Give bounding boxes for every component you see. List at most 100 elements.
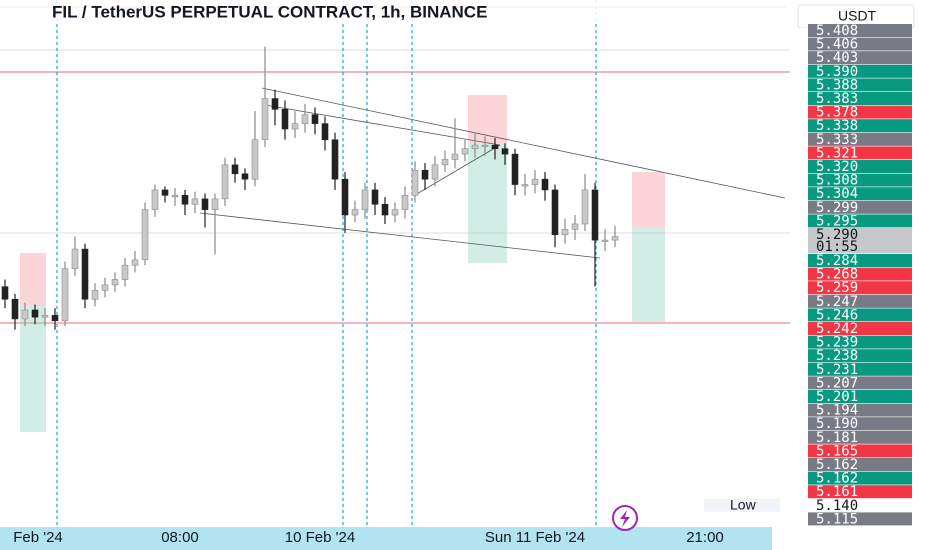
price-label: 5.162 — [816, 457, 858, 473]
candle-body — [501, 148, 509, 155]
candle-body — [361, 189, 369, 210]
price-label-bg — [808, 200, 912, 214]
price-label: 5.284 — [816, 253, 858, 269]
time-axis — [0, 527, 772, 550]
price-label-bg — [808, 430, 912, 444]
time-labels: Feb '24 08:00 10 Feb '24 Sun 11 Feb '24 21:0… — [13, 529, 724, 546]
candle-body — [481, 144, 489, 147]
candle-body — [491, 144, 499, 150]
price-label-bg — [808, 228, 912, 254]
price-label: 5.308 — [816, 173, 858, 189]
x-tick-label: 08:00 — [161, 529, 199, 546]
candle-body — [81, 248, 89, 300]
price-label-bg — [808, 24, 912, 37]
candle-body — [61, 268, 69, 322]
price-label-bg — [808, 362, 912, 376]
candle-body — [291, 123, 299, 130]
candle-body — [461, 148, 469, 155]
price-label: 5.408 — [816, 23, 858, 39]
price-label: 5.406 — [816, 37, 858, 53]
candle-body — [161, 189, 169, 196]
candle-body — [301, 114, 309, 124]
candle-body — [221, 164, 229, 200]
price-label: 5.290 — [816, 227, 858, 243]
candle-body — [41, 315, 49, 318]
candle-body — [251, 139, 259, 180]
candle-body — [541, 178, 549, 191]
candle-body — [231, 164, 239, 175]
price-label-bg — [808, 173, 912, 187]
price-label-bg — [808, 119, 912, 133]
price-label: 5.390 — [816, 64, 858, 80]
candle-body — [591, 189, 599, 241]
candle-body — [241, 173, 249, 180]
price-label-bg — [808, 335, 912, 349]
price-label: 5.378 — [816, 105, 858, 121]
price-label: 5.242 — [816, 321, 858, 337]
candle-body — [201, 198, 209, 210]
price-label: 5.140 — [816, 498, 858, 514]
candle-body — [91, 289, 99, 300]
price-label-bg — [808, 187, 912, 201]
price-label: 5.403 — [816, 50, 858, 66]
price-label-bg — [808, 267, 912, 281]
price-label: 5.190 — [816, 416, 858, 432]
candle-body — [421, 169, 429, 180]
low-tag-bg — [704, 498, 780, 512]
price-label-bg — [808, 485, 912, 499]
candle-body — [71, 248, 79, 270]
candle-body — [341, 178, 349, 216]
price-label-bg — [808, 444, 912, 458]
price-label: 5.181 — [816, 430, 858, 446]
price-label: 5.194 — [816, 403, 858, 419]
candle-body — [521, 184, 529, 187]
price-label-bg — [808, 403, 912, 417]
candle-body — [281, 109, 289, 130]
price-label-bg — [808, 254, 912, 267]
candle-body — [171, 195, 179, 198]
candle-body — [511, 153, 519, 185]
candle-body — [581, 189, 589, 225]
price-label: 5.246 — [816, 307, 858, 323]
x-tick-label: 10 Feb '24 — [285, 529, 355, 546]
price-scale: 5.4085.4065.4035.3905.3885.3835.3785.338… — [704, 23, 932, 527]
price-label-bg — [808, 498, 912, 512]
chart-title: FIL / TetherUS PERPETUAL CONTRACT, 1h, B… — [52, 2, 487, 21]
price-label: 5.295 — [816, 213, 858, 229]
candle-body — [31, 309, 39, 318]
price-label-bg — [808, 160, 912, 173]
candle-body — [381, 203, 389, 216]
price-label-bg — [808, 92, 912, 105]
candle-body — [261, 98, 269, 141]
price-label-bg — [808, 308, 912, 322]
price-label: 5.299 — [816, 200, 858, 216]
candle-body — [21, 309, 29, 320]
candle-body — [131, 259, 139, 266]
price-label: 5.304 — [816, 186, 858, 202]
candle-body — [51, 315, 59, 322]
currency[interactable]: USDT — [838, 8, 877, 24]
candle-body — [191, 198, 199, 205]
price-label-bg — [808, 376, 912, 390]
price-label-bg — [808, 322, 912, 335]
candle-body — [601, 239, 609, 242]
candle-body — [571, 223, 579, 230]
price-label-bg — [808, 417, 912, 431]
price-label: 5.238 — [816, 348, 858, 364]
candle-body — [551, 189, 559, 236]
price-label: 5.201 — [816, 389, 858, 405]
price-label-bg — [808, 37, 912, 51]
candle-body — [431, 164, 439, 180]
candle-body — [611, 236, 619, 241]
title-bg — [0, 0, 790, 24]
price-label: 5.207 — [816, 375, 858, 391]
candle-body — [321, 123, 329, 141]
candle-body — [451, 153, 459, 160]
price-label: 5.247 — [816, 294, 858, 310]
price-label: 5.165 — [816, 443, 858, 459]
price-label-bg — [808, 349, 912, 363]
candle-body — [401, 195, 409, 210]
price-label: 5.239 — [816, 335, 858, 351]
price-label-bg — [808, 390, 912, 403]
candle-body — [11, 298, 19, 320]
